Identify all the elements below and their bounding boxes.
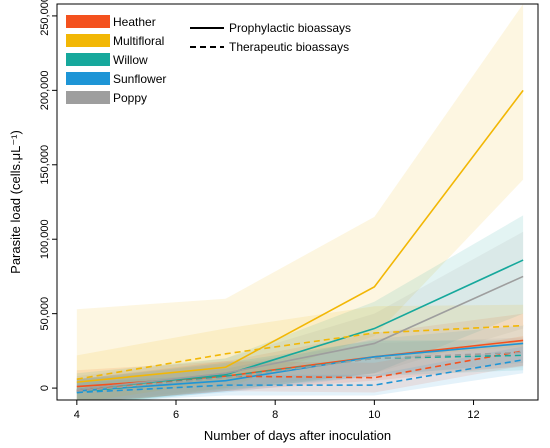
y-tick-label: 0 — [39, 385, 51, 391]
y-tick-label: 200,000 — [39, 70, 51, 110]
band-poppy-solid — [76, 231, 524, 400]
legend-label-willow: Willow — [113, 53, 148, 67]
x-tick-label: 10 — [368, 409, 380, 421]
legend-label-solid: Prophylactic bioassays — [229, 21, 351, 35]
x-tick-label: 6 — [173, 409, 179, 421]
band-willow-dashed — [76, 340, 524, 400]
series-line-poppy-solid — [76, 275, 524, 391]
series-line-multifloral-dashed — [76, 324, 524, 380]
series-line-poppy-dashed — [76, 351, 524, 392]
y-tick-label: 150,000 — [39, 145, 51, 185]
x-tick-label: 4 — [74, 409, 80, 421]
legend-swatch-sunflower — [66, 72, 110, 85]
legend-swatch-heather — [66, 15, 110, 28]
y-tick-label: 250,000 — [39, 0, 51, 36]
series-line-sunflower-dashed — [76, 359, 524, 394]
x-tick-label: 12 — [467, 409, 479, 421]
legend-swatch-willow — [66, 53, 110, 66]
series-line-multifloral-solid — [76, 89, 524, 383]
legend-swatch-multifloral — [66, 34, 110, 47]
y-axis-title: Parasite load (cells.μL⁻¹) — [8, 130, 23, 274]
y-tick-label: 100,000 — [39, 219, 51, 259]
plot-frame — [56, 3, 539, 401]
x-tick-label: 8 — [272, 409, 278, 421]
x-axis-title: Number of days after inoculation — [204, 428, 391, 443]
legend: Heather Multifloral Willow Sunflower Poppy Pr… — [66, 15, 351, 105]
legend-label-poppy: Poppy — [113, 91, 147, 105]
band-multifloral-solid — [76, 4, 524, 400]
legend-label-heather: Heather — [113, 15, 156, 29]
plot-area — [76, 4, 524, 400]
legend-label-sunflower: Sunflower — [113, 72, 166, 86]
legend-swatch-poppy — [66, 91, 110, 104]
y-tick-label: 50,000 — [39, 297, 51, 331]
legend-label-dashed: Therapeutic bioassays — [229, 40, 349, 54]
legend-label-multifloral: Multifloral — [113, 34, 164, 48]
